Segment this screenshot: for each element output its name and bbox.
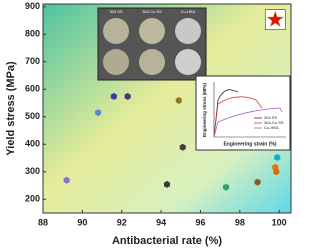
y-tick-label: 200 bbox=[25, 194, 40, 204]
point bbox=[179, 143, 186, 151]
point bbox=[110, 92, 117, 100]
x-tick-label: 92 bbox=[117, 217, 127, 227]
x-tick-label: 90 bbox=[77, 217, 87, 227]
point bbox=[273, 168, 280, 176]
curve-y-label: Engineering stress (MPa) bbox=[202, 82, 207, 137]
x-tick-label: 96 bbox=[195, 217, 205, 227]
point bbox=[254, 178, 261, 186]
photo-column-label: 304 SS bbox=[109, 9, 122, 14]
highlight-point bbox=[266, 10, 284, 27]
legend-label: Cu-HEA bbox=[264, 125, 279, 130]
y-tick-label: 800 bbox=[25, 29, 40, 39]
point bbox=[175, 97, 182, 104]
legend-label: 304 SS bbox=[264, 115, 277, 120]
y-tick-label: 400 bbox=[25, 139, 40, 149]
curve-x-label: Engineering strain (%) bbox=[223, 141, 276, 147]
x-tick-label: 100 bbox=[272, 217, 287, 227]
y-axis-title: Yield stress (MPa) bbox=[5, 61, 17, 156]
y-tick-label: 900 bbox=[25, 1, 40, 11]
point bbox=[164, 180, 170, 188]
legend-label: 304-Cu SS bbox=[264, 120, 284, 125]
y-tick-label: 300 bbox=[25, 166, 40, 176]
curve-inset bbox=[195, 75, 291, 151]
y-tick-label: 500 bbox=[25, 111, 40, 121]
x-tick-label: 98 bbox=[235, 217, 245, 227]
x-tick-label: 88 bbox=[38, 217, 48, 227]
x-tick-label: 94 bbox=[156, 217, 166, 227]
chart: 88 90 92 94 96 98 100 200 300 400 500 600 700 800 900 A… bbox=[5, 1, 292, 247]
point bbox=[124, 92, 131, 100]
point bbox=[95, 109, 102, 117]
point bbox=[223, 183, 230, 191]
y-tick-label: 700 bbox=[25, 56, 40, 66]
photo-inset bbox=[97, 7, 207, 81]
y-tick-label: 600 bbox=[25, 84, 40, 94]
point bbox=[274, 153, 281, 161]
photo-column-label: Cu-HEA bbox=[181, 9, 196, 14]
point bbox=[63, 176, 70, 184]
x-axis-title: Antibacterial rate (%) bbox=[112, 235, 222, 247]
photo-column-label: 304-Cu SS bbox=[142, 9, 162, 14]
